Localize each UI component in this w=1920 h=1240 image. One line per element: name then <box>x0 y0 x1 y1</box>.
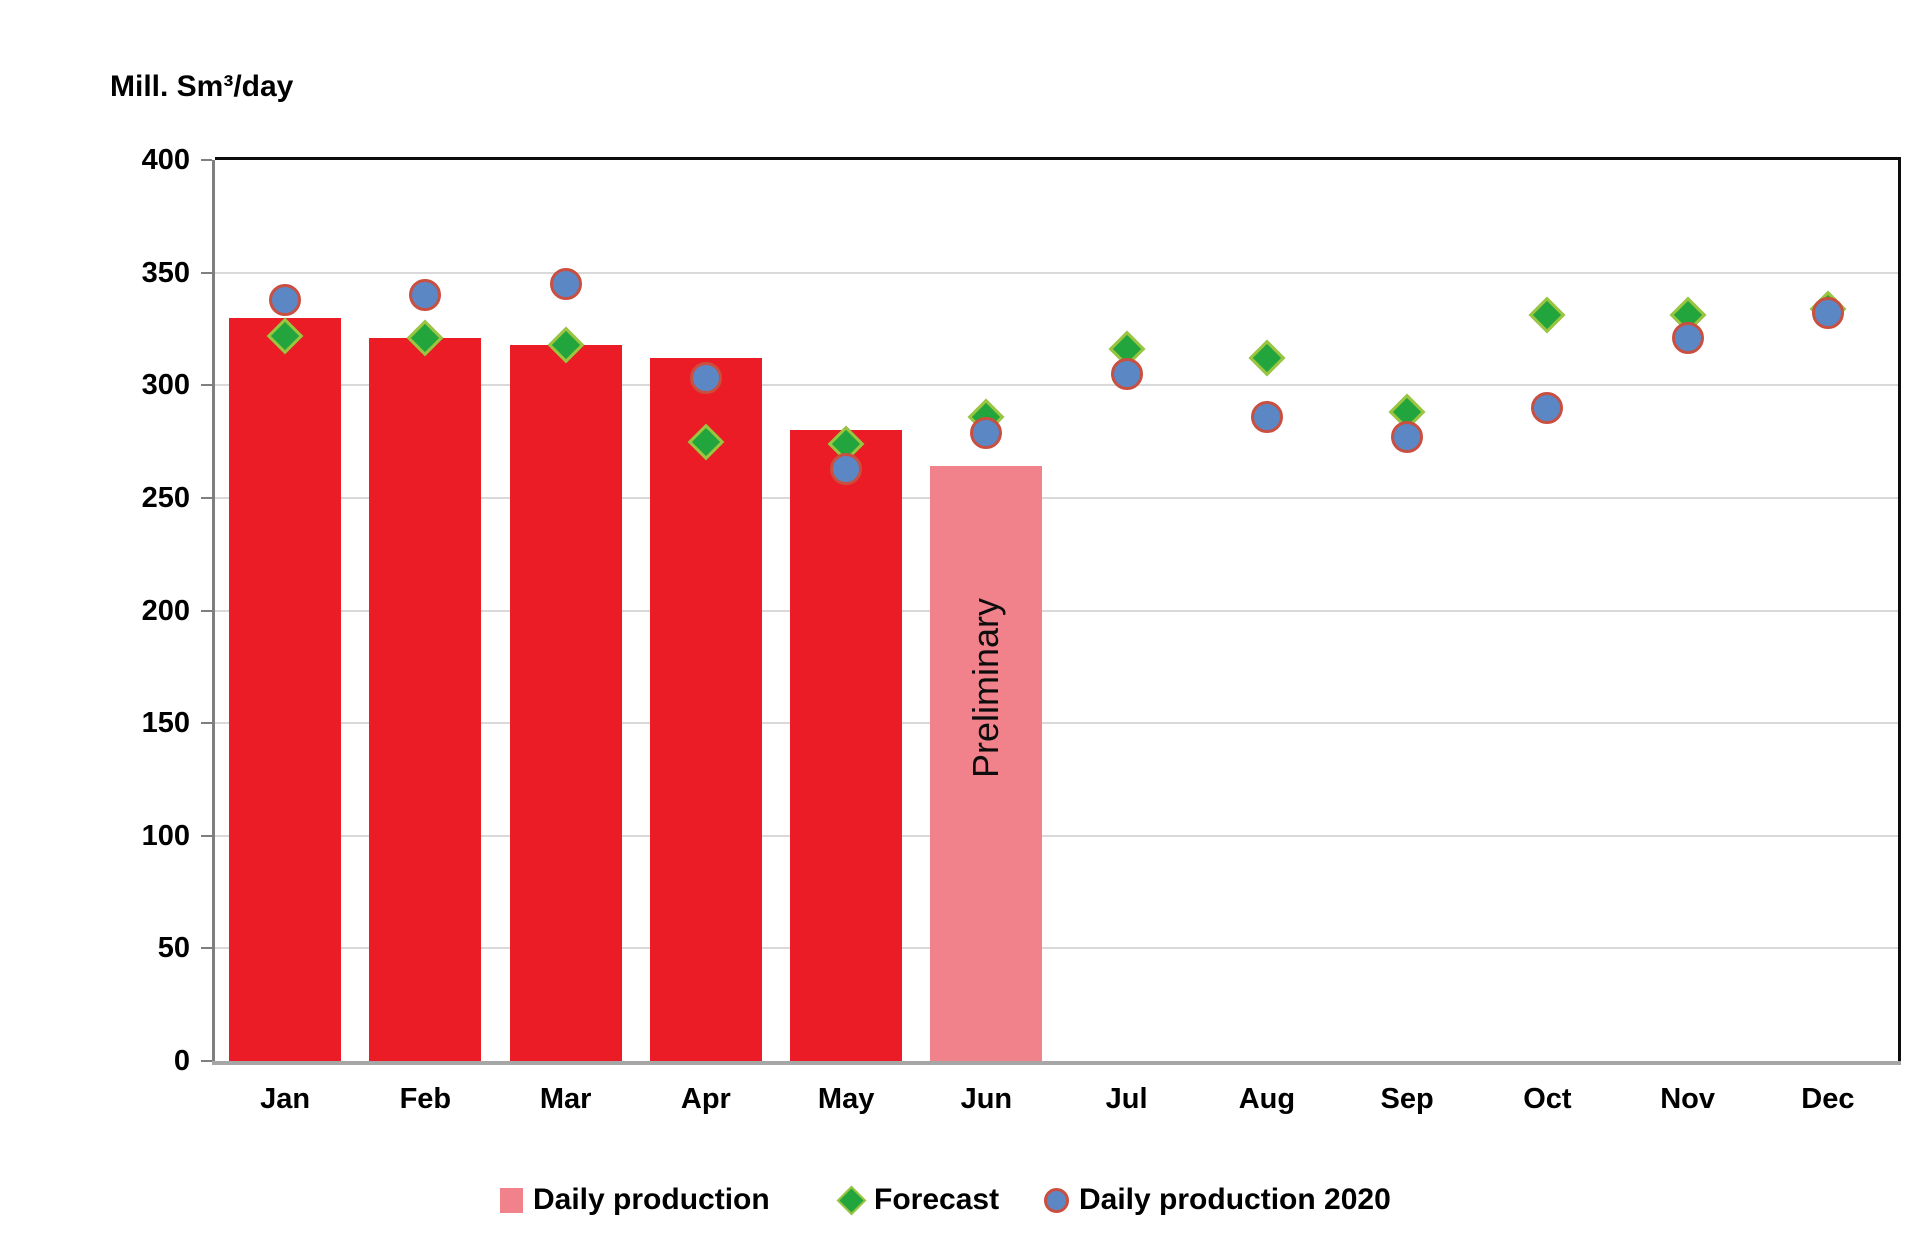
bar-apr <box>649 358 762 1061</box>
production-2020-marker-apr <box>689 362 722 395</box>
production-2020-marker-jul <box>1110 357 1143 390</box>
x-axis-line <box>212 1061 1901 1065</box>
gridline-300 <box>215 384 1898 387</box>
gridline-100 <box>215 834 1898 837</box>
y-tick-label-300: 300 <box>141 369 190 402</box>
x-label-mar: Mar <box>539 1083 592 1115</box>
gridline-350 <box>215 271 1898 274</box>
x-label-nov: Nov <box>1660 1083 1716 1115</box>
y-tick-300 <box>201 384 212 387</box>
x-label-jul: Jul <box>1105 1083 1148 1115</box>
production-2020-marker-jan <box>269 283 302 316</box>
production-2020-marker-feb <box>409 279 442 312</box>
gridline-200 <box>215 609 1898 612</box>
daily-production-swatch-icon <box>500 1187 523 1213</box>
bar-feb <box>369 337 482 1061</box>
production-2020-marker-mar <box>549 267 582 300</box>
bar-jun <box>930 466 1043 1061</box>
y-tick-label-250: 250 <box>141 481 190 514</box>
legend: Daily production Forecast Daily producti… <box>0 1176 1920 1224</box>
production-2020-marker-sep <box>1391 421 1424 454</box>
x-label-feb: Feb <box>399 1083 452 1115</box>
x-label-apr: Apr <box>680 1083 731 1115</box>
y-tick-400 <box>201 159 212 161</box>
x-label-dec: Dec <box>1801 1083 1855 1115</box>
production-2020-marker-oct <box>1531 391 1564 424</box>
production-2020-marker-dec <box>1811 297 1844 330</box>
gridline-250 <box>215 496 1898 499</box>
bar-may <box>790 430 903 1061</box>
y-tick-0 <box>201 1060 212 1062</box>
production-2020-marker-nov <box>1671 321 1704 354</box>
preliminary-label: Preliminary <box>965 597 1007 779</box>
production-2020-marker-aug <box>1250 400 1283 433</box>
y-tick-250 <box>201 496 212 499</box>
y-axis-line <box>212 160 215 1061</box>
bar-mar <box>509 344 622 1061</box>
y-tick-label-0: 0 <box>173 1045 190 1077</box>
gridline-150 <box>215 722 1898 725</box>
x-label-jan: Jan <box>260 1083 311 1115</box>
legend-item-forecast: Forecast <box>836 1176 1000 1224</box>
y-tick-label-100: 100 <box>141 819 190 852</box>
x-label-sep: Sep <box>1380 1083 1434 1115</box>
legend-label-daily-production-2020: Daily production 2020 <box>1079 1183 1391 1216</box>
y-tick-100 <box>201 834 212 837</box>
legend-item-daily-production-2020: Daily production 2020 <box>1044 1176 1391 1224</box>
forecast-marker-aug <box>1248 339 1286 377</box>
legend-label-daily-production: Daily production <box>533 1183 770 1216</box>
y-axis-unit-title: Mill. Sm³/day <box>110 70 294 103</box>
production-2020-circle-icon <box>1044 1187 1069 1213</box>
legend-item-daily-production: Daily production <box>500 1176 770 1224</box>
y-tick-label-50: 50 <box>157 932 190 965</box>
y-tick-label-150: 150 <box>141 707 190 740</box>
plot-area: 0 50 100 150 200 250 300 350 400 Jan Feb Mar Apr May J… <box>142 144 1901 1115</box>
x-label-oct: Oct <box>1523 1083 1572 1115</box>
forecast-marker-oct <box>1528 297 1566 334</box>
y-tick-label-200: 200 <box>141 594 190 627</box>
x-label-may: May <box>817 1083 875 1115</box>
y-tick-50 <box>201 947 212 950</box>
x-label-jun: Jun <box>960 1083 1013 1115</box>
production-2020-marker-may <box>830 452 863 485</box>
legend-label-forecast: Forecast <box>874 1183 1000 1216</box>
y-tick-200 <box>201 609 212 612</box>
bar-jan <box>229 317 342 1061</box>
production-2020-marker-jun <box>970 416 1003 449</box>
y-tick-350 <box>201 271 212 274</box>
forecast-diamond-icon <box>836 1185 867 1215</box>
y-tick-label-350: 350 <box>141 256 190 289</box>
y-tick-label-400: 400 <box>141 144 190 176</box>
gridline-50 <box>215 947 1898 950</box>
x-label-aug: Aug <box>1238 1083 1296 1115</box>
y-tick-150 <box>201 722 212 725</box>
